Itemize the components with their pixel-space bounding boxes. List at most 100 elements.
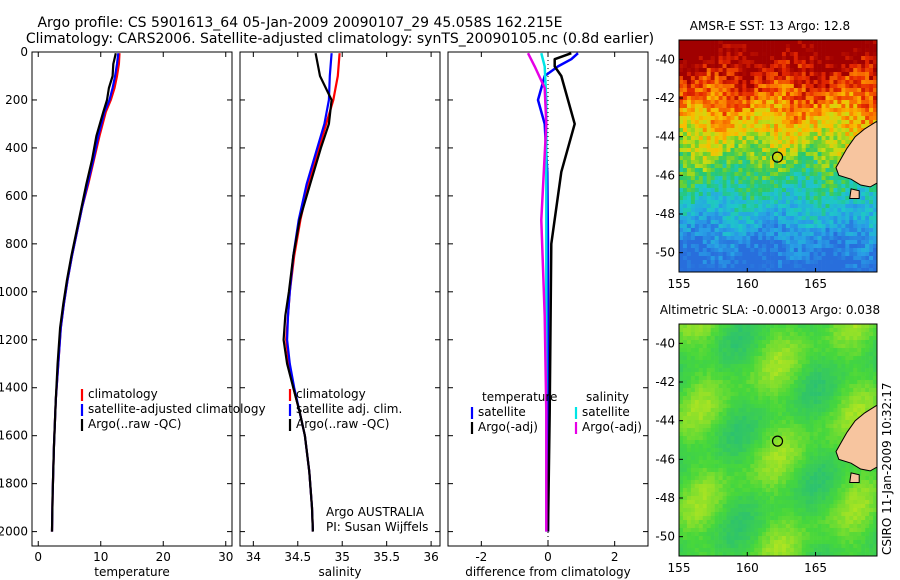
- heatmap-cell: [821, 196, 826, 201]
- heatmap-cell: [849, 324, 854, 329]
- heatmap-cell: [825, 96, 830, 101]
- heatmap-cell: [841, 60, 846, 65]
- heatmap-cell: [702, 232, 708, 237]
- heatmap-cell: [785, 56, 791, 61]
- heatmap-cell: [873, 68, 878, 73]
- heatmap-cell: [770, 364, 775, 369]
- heatmap-cell: [682, 460, 688, 465]
- heatmap-cell: [750, 208, 755, 213]
- heatmap-cell: [785, 248, 791, 253]
- heatmap-cell: [694, 164, 700, 169]
- heatmap-cell: [833, 148, 838, 153]
- heatmap-cell: [785, 340, 791, 345]
- heatmap-cell: [817, 152, 822, 157]
- heatmap-cell: [833, 212, 838, 217]
- heatmap-cell: [805, 228, 810, 233]
- heatmap-cell: [722, 148, 727, 153]
- heatmap-cell: [841, 240, 846, 245]
- heatmap-cell: [797, 52, 803, 57]
- heatmap-cell: [738, 408, 743, 413]
- heatmap-cell: [742, 332, 747, 337]
- heatmap-cell: [825, 236, 830, 241]
- heatmap-cell: [710, 72, 715, 77]
- heatmap-cell: [845, 48, 850, 53]
- heatmap-cell: [698, 72, 704, 77]
- heatmap-cell: [754, 68, 759, 73]
- heatmap-cell: [861, 48, 866, 53]
- heatmap-cell: [837, 460, 842, 465]
- heatmap-cell: [718, 56, 723, 61]
- heatmap-cell: [857, 388, 862, 393]
- heatmap-cell: [797, 420, 803, 425]
- heatmap-cell: [706, 136, 711, 141]
- heatmap-cell: [758, 404, 763, 409]
- heatmap-cell: [734, 328, 739, 333]
- heatmap-cell: [857, 372, 862, 377]
- heatmap-cell: [750, 444, 755, 449]
- heatmap-cell: [829, 100, 834, 105]
- heatmap-cell: [679, 472, 684, 477]
- heatmap-cell: [837, 116, 842, 121]
- heatmap-cell: [873, 80, 878, 85]
- heatmap-cell: [809, 104, 814, 109]
- heatmap-cell: [762, 104, 767, 109]
- heatmap-cell: [837, 80, 842, 85]
- heatmap-cell: [801, 180, 807, 185]
- heatmap-cell: [710, 64, 715, 69]
- heatmap-cell: [718, 416, 723, 421]
- heatmap-cell: [873, 384, 878, 389]
- heatmap-cell: [793, 372, 799, 377]
- heatmap-cell: [778, 92, 783, 97]
- heatmap-cell: [774, 124, 779, 129]
- heatmap-cell: [734, 136, 739, 141]
- heatmap-cell: [797, 156, 803, 161]
- heatmap-cell: [805, 444, 810, 449]
- heatmap-cell: [778, 264, 783, 269]
- heatmap-cell: [698, 332, 704, 337]
- heatmap-cell: [805, 380, 810, 385]
- heatmap-cell: [746, 420, 751, 425]
- heatmap-cell: [865, 188, 870, 193]
- heatmap-cell: [857, 128, 862, 133]
- heatmap-cell: [714, 456, 719, 461]
- heatmap-cell: [766, 392, 771, 397]
- heatmap-cell: [738, 380, 743, 385]
- heatmap-cell: [785, 252, 791, 257]
- heatmap-cell: [679, 152, 684, 157]
- heatmap-cell: [781, 156, 787, 161]
- heatmap-cell: [698, 412, 704, 417]
- heatmap-cell: [714, 460, 719, 465]
- heatmap-cell: [825, 40, 830, 45]
- heatmap-cell: [825, 104, 830, 109]
- heatmap-cell: [726, 124, 731, 129]
- heatmap-cell: [682, 220, 688, 225]
- heatmap-cell: [785, 228, 791, 233]
- heatmap-cell: [726, 120, 731, 125]
- heatmap-cell: [785, 348, 791, 353]
- heatmap-cell: [861, 112, 866, 117]
- heatmap-cell: [726, 136, 731, 141]
- heatmap-cell: [766, 192, 771, 197]
- heatmap-cell: [710, 164, 715, 169]
- heatmap-cell: [845, 244, 850, 249]
- heatmap-cell: [813, 120, 818, 125]
- heatmap-cell: [873, 92, 878, 97]
- y-tick-label: -44: [655, 130, 675, 144]
- heatmap-cell: [706, 40, 711, 45]
- heatmap-cell: [845, 344, 850, 349]
- heatmap-cell: [750, 328, 755, 333]
- heatmap-cell: [825, 88, 830, 93]
- heatmap-cell: [734, 76, 739, 81]
- heatmap-cell: [706, 336, 711, 341]
- heatmap-cell: [738, 52, 743, 57]
- heatmap-cell: [833, 112, 838, 117]
- heatmap-cell: [750, 64, 755, 69]
- heatmap-cell: [758, 124, 763, 129]
- heatmap-cell: [766, 360, 771, 365]
- heatmap-cell: [841, 40, 846, 45]
- heatmap-cell: [785, 256, 791, 261]
- heatmap-cell: [793, 268, 799, 273]
- heatmap-cell: [698, 248, 704, 253]
- heatmap-cell: [861, 360, 866, 365]
- heatmap-cell: [841, 348, 846, 353]
